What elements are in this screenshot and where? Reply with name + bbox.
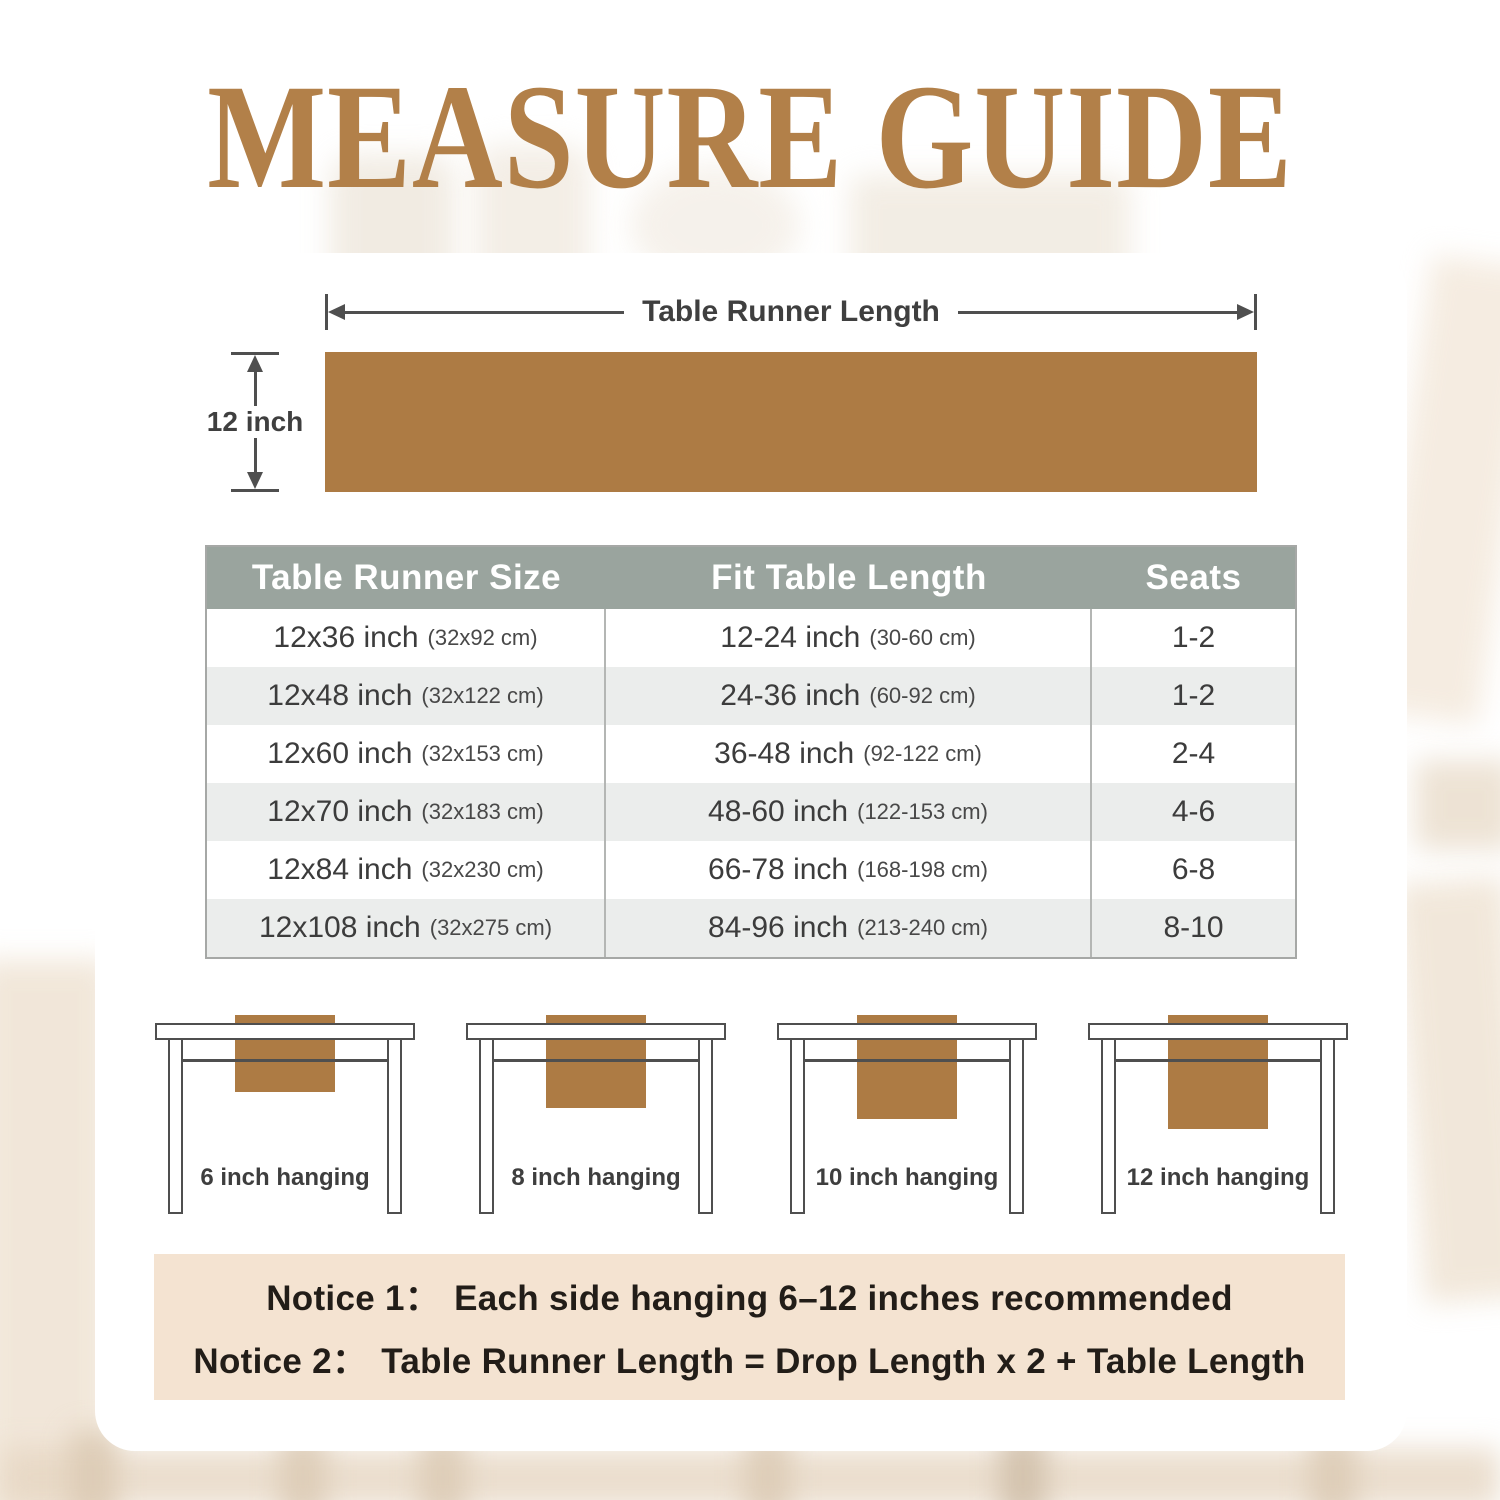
hanging-label: 8 inch hanging bbox=[511, 1164, 681, 1191]
content-card: Table Runner Length 12 inch Table Runner… bbox=[95, 253, 1407, 1451]
hanging-figure-8in: 8 inch hanging bbox=[466, 1015, 726, 1233]
size-cell: 12x48 inch (32x122 cm) bbox=[207, 667, 606, 725]
arrow-end-tick bbox=[325, 294, 328, 330]
notice-line-1: Notice 1： Each side hanging 6–12 inches r… bbox=[266, 1270, 1233, 1321]
size-cell: 12x70 inch (32x183 cm) bbox=[207, 783, 606, 841]
table-row: 12x36 inch (32x92 cm) 12-24 inch (30-60 cm… bbox=[207, 609, 1295, 667]
notice-line-2: Notice 2： Table Runner Length = Drop Leng… bbox=[193, 1333, 1305, 1384]
size-cell: 12x108 inch (32x275 cm) bbox=[207, 899, 606, 957]
length-dimension-label: Table Runner Length bbox=[642, 295, 940, 328]
notice-2-text: Table Runner Length = Drop Length x 2 + … bbox=[381, 1342, 1306, 1381]
notice-box: Notice 1： Each side hanging 6–12 inches r… bbox=[154, 1254, 1345, 1400]
table-row: 12x84 inch (32x230 cm) 66-78 inch (168-198… bbox=[207, 841, 1295, 899]
length-dimension-arrow: Table Runner Length bbox=[325, 293, 1257, 331]
size-cell: 12x60 inch (32x153 cm) bbox=[207, 725, 606, 783]
table-row: 12x60 inch (32x153 cm) 36-48 inch (92-122 … bbox=[207, 725, 1295, 783]
table-leg bbox=[790, 1040, 805, 1214]
table-apron bbox=[1116, 1059, 1320, 1062]
width-dimension-label: 12 inch bbox=[206, 406, 304, 438]
tabletop bbox=[1088, 1023, 1348, 1040]
arrowhead-up-icon bbox=[247, 355, 263, 372]
width-dimension-arrow: 12 inch bbox=[206, 352, 304, 493]
arrowhead-down-icon bbox=[247, 472, 263, 490]
seats-cell: 4-6 bbox=[1171, 795, 1216, 828]
table-leg bbox=[387, 1040, 402, 1214]
fit-cell: 24-36 inch (60-92 cm) bbox=[606, 667, 1092, 725]
seats-cell: 8-10 bbox=[1163, 911, 1224, 944]
seats-cell: 2-4 bbox=[1171, 737, 1216, 770]
table-row: 12x108 inch (32x275 cm) 84-96 inch (213-24… bbox=[207, 899, 1295, 957]
table-leg bbox=[1009, 1040, 1024, 1214]
table-apron bbox=[805, 1059, 1009, 1062]
arrow-end-tick bbox=[231, 352, 279, 355]
arrow-end-tick bbox=[1254, 294, 1257, 330]
table-runner-swatch bbox=[325, 352, 1257, 492]
fit-cell: 66-78 inch (168-198 cm) bbox=[606, 841, 1092, 899]
hanging-label: 12 inch hanging bbox=[1126, 1164, 1310, 1191]
notice-1-text: Each side hanging 6–12 inches recommende… bbox=[454, 1279, 1233, 1318]
size-cell: 12x84 inch (32x230 cm) bbox=[207, 841, 606, 899]
column-header-size: Table Runner Size bbox=[251, 558, 562, 597]
fit-cell: 48-60 inch (122-153 cm) bbox=[606, 783, 1092, 841]
page-title: MEASURE GUIDE bbox=[207, 54, 1293, 220]
seats-cell: 1-2 bbox=[1171, 679, 1216, 712]
hanging-figure-6in: 6 inch hanging bbox=[155, 1015, 415, 1233]
size-chart-table: Table Runner Size Fit Table Length Seats… bbox=[205, 545, 1297, 959]
tabletop bbox=[777, 1023, 1037, 1040]
arrowhead-right-icon bbox=[1237, 304, 1254, 320]
arrow-line bbox=[253, 437, 257, 473]
table-body: 12x36 inch (32x92 cm) 12-24 inch (30-60 cm… bbox=[207, 609, 1295, 957]
column-header-fit: Fit Table Length bbox=[711, 558, 987, 597]
arrow-line bbox=[253, 372, 257, 407]
background-chair-blur bbox=[1415, 760, 1500, 850]
seats-cell: 1-2 bbox=[1171, 621, 1216, 654]
table-leg bbox=[479, 1040, 494, 1214]
hanging-figure-12in: 12 inch hanging bbox=[1088, 1015, 1348, 1233]
tabletop bbox=[466, 1023, 726, 1040]
hanging-figure-10in: 10 inch hanging bbox=[777, 1015, 1037, 1233]
fit-cell: 84-96 inch (213-240 cm) bbox=[606, 899, 1092, 957]
table-apron bbox=[494, 1059, 698, 1062]
table-leg bbox=[1320, 1040, 1335, 1214]
column-header-seats: Seats bbox=[1145, 558, 1242, 597]
arrow-end-tick bbox=[231, 489, 279, 493]
fit-cell: 12-24 inch (30-60 cm) bbox=[606, 609, 1092, 667]
background-chair-blur bbox=[0, 960, 110, 1500]
background-chair-blur bbox=[1395, 876, 1500, 1304]
notice-1-prefix: Notice 1： bbox=[266, 1279, 441, 1318]
table-leg bbox=[1101, 1040, 1116, 1214]
hanging-label: 6 inch hanging bbox=[200, 1164, 370, 1191]
hanging-label: 10 inch hanging bbox=[815, 1164, 999, 1191]
table-header-row: Table Runner Size Fit Table Length Seats bbox=[207, 547, 1295, 609]
table-apron bbox=[183, 1059, 387, 1062]
seats-cell: 6-8 bbox=[1171, 853, 1216, 886]
tabletop bbox=[155, 1023, 415, 1040]
arrowhead-left-icon bbox=[328, 304, 345, 320]
notice-2-prefix: Notice 2： bbox=[193, 1342, 368, 1381]
size-cell: 12x36 inch (32x92 cm) bbox=[207, 609, 606, 667]
table-row: 12x70 inch (32x183 cm) 48-60 inch (122-153… bbox=[207, 783, 1295, 841]
table-leg bbox=[698, 1040, 713, 1214]
fit-cell: 36-48 inch (92-122 cm) bbox=[606, 725, 1092, 783]
arrow-line bbox=[345, 310, 625, 314]
arrow-line bbox=[957, 310, 1237, 314]
table-row: 12x48 inch (32x122 cm) 24-36 inch (60-92 c… bbox=[207, 667, 1295, 725]
table-leg bbox=[168, 1040, 183, 1214]
